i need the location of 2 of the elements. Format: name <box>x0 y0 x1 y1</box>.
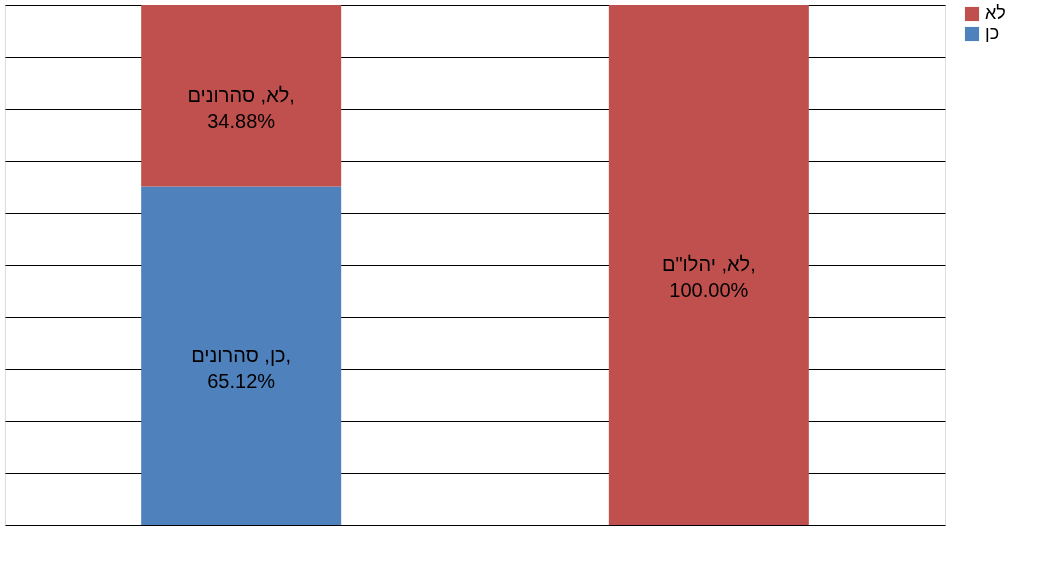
legend-label: כן <box>985 23 1000 43</box>
legend-label: לא <box>985 3 1006 23</box>
